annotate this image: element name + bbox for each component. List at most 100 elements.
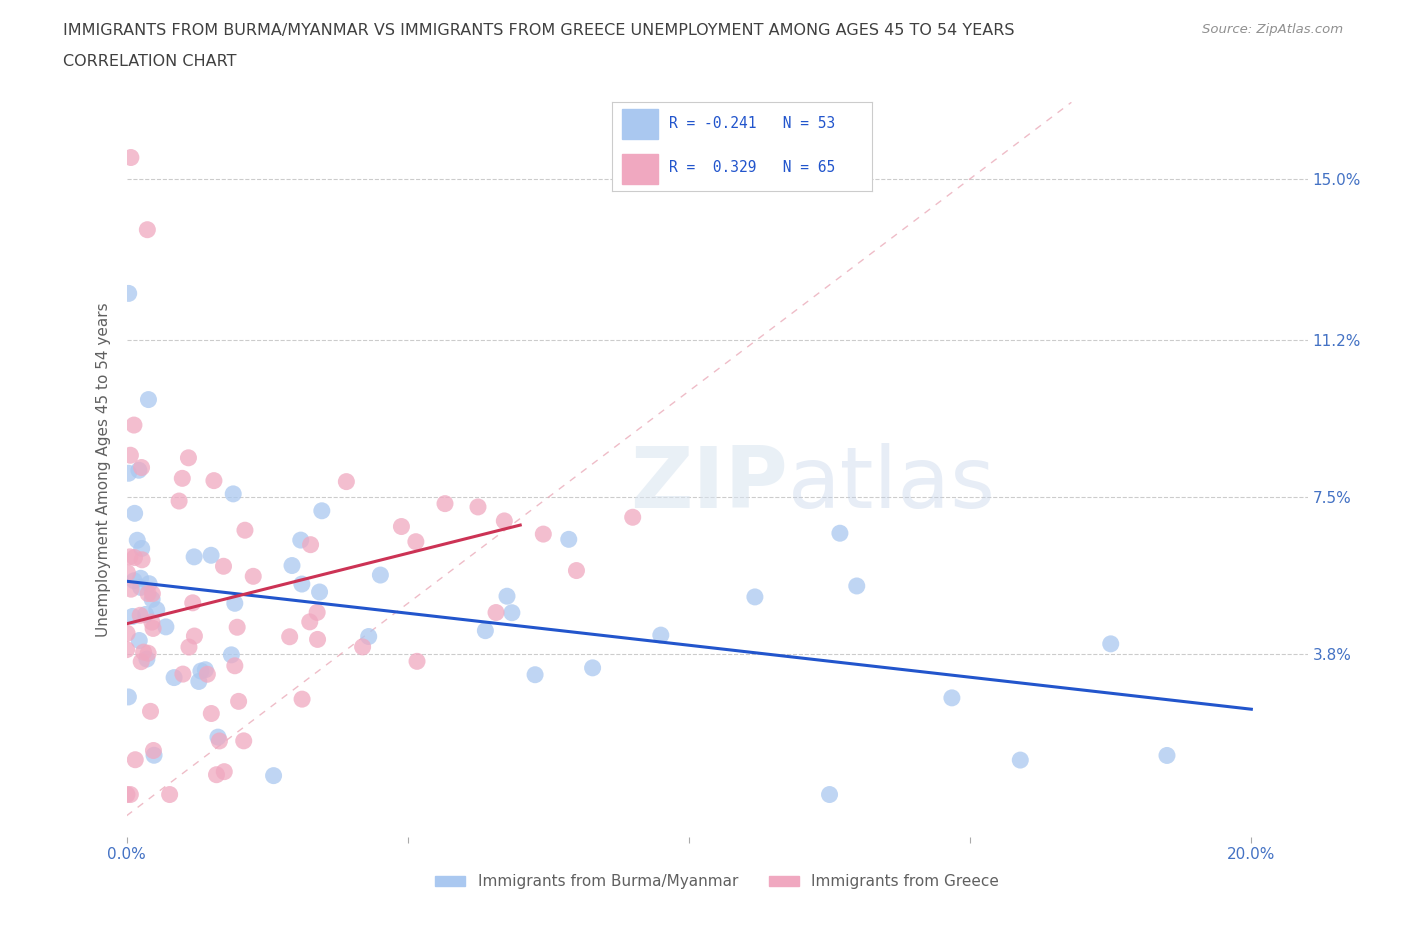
Point xyxy=(136,645,159,660)
Point xyxy=(214,764,236,779)
Point xyxy=(183,550,205,565)
Point xyxy=(120,787,142,802)
Point xyxy=(222,486,245,501)
Point xyxy=(155,619,177,634)
Point xyxy=(494,513,516,528)
Point xyxy=(195,667,218,682)
Point xyxy=(565,563,588,578)
Point xyxy=(208,734,231,749)
Point xyxy=(678,150,700,165)
Point xyxy=(845,578,868,593)
Point xyxy=(177,640,200,655)
Point xyxy=(200,548,222,563)
Point xyxy=(117,466,139,481)
Point xyxy=(434,497,457,512)
Point xyxy=(1099,636,1122,651)
Point xyxy=(467,499,489,514)
Point xyxy=(136,222,159,237)
Point xyxy=(131,541,153,556)
Text: ZIP: ZIP xyxy=(630,443,787,525)
Point xyxy=(120,582,142,597)
Point xyxy=(127,533,149,548)
Point xyxy=(485,605,508,620)
Point xyxy=(145,603,167,618)
Point xyxy=(291,692,314,707)
Point xyxy=(202,473,225,488)
Point xyxy=(131,460,153,475)
Point xyxy=(115,643,138,658)
Point xyxy=(501,605,523,620)
Point xyxy=(405,534,427,549)
Point xyxy=(117,689,139,704)
Point xyxy=(128,633,150,648)
Point xyxy=(524,668,547,683)
Point xyxy=(224,658,246,673)
Point xyxy=(124,506,146,521)
Point xyxy=(118,286,141,300)
Point xyxy=(370,567,392,582)
Point xyxy=(1010,752,1032,767)
Point xyxy=(117,565,139,580)
Point xyxy=(128,463,150,478)
Point xyxy=(278,630,301,644)
Point xyxy=(232,734,254,749)
Point xyxy=(183,629,205,644)
Point xyxy=(226,619,249,634)
Point xyxy=(1156,748,1178,763)
Point xyxy=(135,607,157,622)
Point xyxy=(242,569,264,584)
Point xyxy=(138,392,160,407)
Point xyxy=(181,595,204,610)
Point xyxy=(744,590,766,604)
Point xyxy=(129,580,152,595)
Point xyxy=(194,662,217,677)
Point xyxy=(143,748,166,763)
Point xyxy=(172,667,194,682)
Point xyxy=(129,608,152,623)
Point xyxy=(187,674,209,689)
Point xyxy=(335,474,357,489)
Point xyxy=(291,577,314,591)
Point xyxy=(177,450,200,465)
Y-axis label: Unemployment Among Ages 45 to 54 years: Unemployment Among Ages 45 to 54 years xyxy=(96,302,111,637)
Point xyxy=(139,704,162,719)
Text: R =  0.329   N = 65: R = 0.329 N = 65 xyxy=(669,160,835,175)
Point xyxy=(141,586,163,601)
Point xyxy=(121,609,143,624)
Point xyxy=(142,621,165,636)
Point xyxy=(131,552,153,567)
Point xyxy=(124,551,146,565)
Point xyxy=(233,523,256,538)
Point xyxy=(263,768,285,783)
Text: R = -0.241   N = 53: R = -0.241 N = 53 xyxy=(669,116,835,131)
Point xyxy=(124,752,146,767)
Point xyxy=(141,591,163,606)
Point xyxy=(142,743,165,758)
Point xyxy=(474,623,496,638)
Point xyxy=(299,538,322,552)
Point xyxy=(221,647,243,662)
Text: IMMIGRANTS FROM BURMA/MYANMAR VS IMMIGRANTS FROM GREECE UNEMPLOYMENT AMONG AGES : IMMIGRANTS FROM BURMA/MYANMAR VS IMMIGRA… xyxy=(63,23,1015,38)
Point xyxy=(496,589,519,604)
Text: Source: ZipAtlas.com: Source: ZipAtlas.com xyxy=(1202,23,1343,36)
Point xyxy=(135,652,157,667)
Point xyxy=(212,559,235,574)
Point xyxy=(136,586,159,601)
Point xyxy=(311,503,333,518)
Point xyxy=(531,526,554,541)
Bar xyxy=(621,153,658,183)
Point xyxy=(558,532,581,547)
Point xyxy=(163,671,186,685)
Point xyxy=(200,706,222,721)
Point xyxy=(120,448,142,463)
Point xyxy=(122,573,145,588)
Point xyxy=(307,632,329,647)
Point xyxy=(391,519,413,534)
Point xyxy=(190,664,212,679)
Point xyxy=(141,615,163,630)
Point xyxy=(941,690,963,705)
Point xyxy=(132,644,155,659)
Point xyxy=(357,629,380,644)
Point xyxy=(298,615,321,630)
Point xyxy=(307,604,329,619)
